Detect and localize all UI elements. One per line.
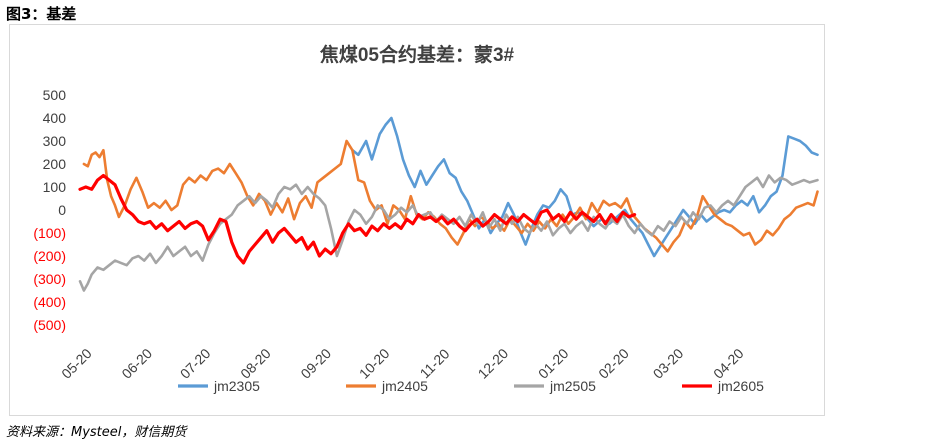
y-tick-label: 400 [43, 110, 67, 126]
y-tick-label: (400) [33, 294, 66, 310]
series-line-jm2605 [78, 173, 637, 265]
x-tick-label: 12-20 [475, 345, 512, 382]
x-tick-label: 08-20 [237, 345, 274, 382]
series-line-jm2305 [351, 116, 819, 258]
x-axis: 05-20 06-20 07-20 08-20 09-20 10-20 11-20 12-20… [58, 345, 747, 382]
x-tick-label: 04-20 [710, 345, 747, 382]
y-tick-label: 200 [43, 156, 67, 172]
chart-frame: 焦煤05合约基差：蒙3# 500 400 300 200 100 0 (100) (200) (… [9, 24, 825, 416]
legend-label-jm2405: jm2405 [381, 378, 428, 394]
y-tick-label: (200) [33, 248, 66, 264]
y-tick-label: 100 [43, 179, 67, 195]
x-tick-label: 10-20 [356, 345, 393, 382]
x-tick-label: 09-20 [297, 345, 334, 382]
y-tick-label: (100) [33, 225, 66, 241]
legend-label-jm2505: jm2505 [549, 378, 596, 394]
y-tick-label: 500 [43, 87, 67, 103]
series-layer [78, 116, 819, 292]
x-tick-label: 03-20 [650, 345, 687, 382]
figure-label: 图3：基差 [6, 5, 77, 23]
x-tick-label: 02-20 [595, 345, 632, 382]
y-axis: 500 400 300 200 100 0 (100) (200) (300) (400) (500… [33, 87, 66, 333]
source-note: 资料来源：Mysteel，财信期货 [6, 425, 187, 440]
legend-label-jm2605: jm2605 [717, 378, 764, 394]
series-line-jm2405 [82, 139, 819, 253]
y-tick-label: (500) [33, 317, 66, 333]
x-tick-label: 01-20 [535, 345, 572, 382]
legend-label-jm2305: jm2305 [213, 378, 260, 394]
chart-legend: jm2305 jm2405 jm2505 jm2605 [178, 378, 764, 394]
x-tick-label: 11-20 [417, 345, 453, 381]
y-tick-label: 300 [43, 133, 67, 149]
basis-line-chart: 焦煤05合约基差：蒙3# 500 400 300 200 100 0 (100) (200) (… [33, 43, 819, 394]
x-tick-label: 05-20 [58, 345, 95, 382]
y-tick-label: (300) [33, 271, 66, 287]
x-tick-label: 06-20 [118, 345, 155, 382]
chart-title: 焦煤05合约基差：蒙3# [319, 43, 515, 66]
series-line-jm2505 [78, 174, 819, 292]
y-tick-label: 0 [58, 202, 66, 218]
x-tick-label: 07-20 [177, 345, 214, 382]
